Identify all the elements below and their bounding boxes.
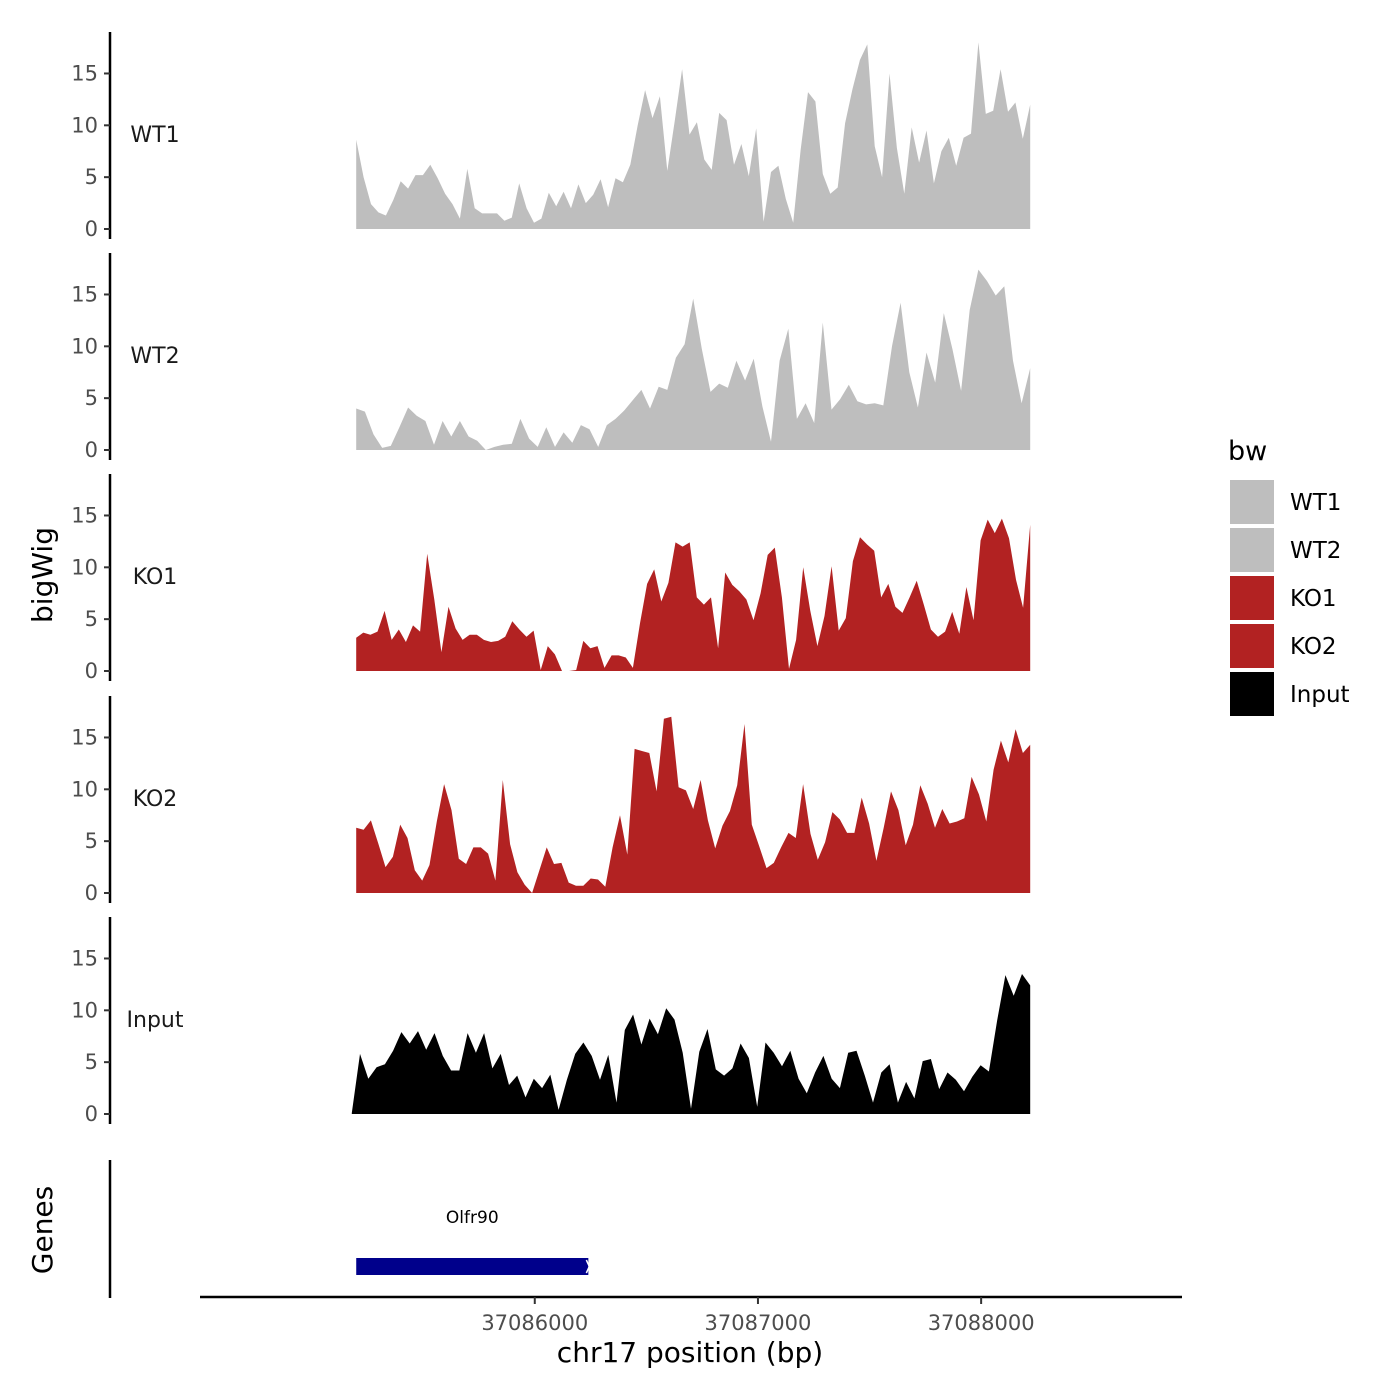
signal-area-ko1 <box>356 518 1031 671</box>
y-tick-label: 15 <box>71 61 98 85</box>
y-tick-label: 10 <box>71 777 98 801</box>
y-tick-label: 5 <box>85 1050 98 1074</box>
y-tick-label: 0 <box>85 438 98 462</box>
y-tick-label: 5 <box>85 607 98 631</box>
gene-label: Olfr90 <box>446 1208 499 1228</box>
x-tick-label: 37086000 <box>481 1311 588 1335</box>
legend-label: KO1 <box>1290 586 1337 612</box>
y-tick-label: 0 <box>85 881 98 905</box>
y-tick-label: 10 <box>71 555 98 579</box>
track-wt2: 0 5 10 15 WT2 <box>71 253 1031 462</box>
y-tick-label: 0 <box>85 1102 98 1126</box>
genes-track: Olfr90 <box>108 1160 594 1298</box>
track-ko1: 0 5 10 15 KO1 <box>71 474 1031 683</box>
track-wt1: 0 5 10 15 WT1 <box>71 32 1031 241</box>
legend-title: bw <box>1228 436 1267 467</box>
y-tick-label: 5 <box>85 165 98 189</box>
signal-area-wt2 <box>356 269 1031 450</box>
y-tick-label: 10 <box>71 113 98 137</box>
tracks-area: 0 5 10 15 WT1 0 5 10 15 WT2 0 5 10 15 KO1 0 5 10 15 KO2 0 5 10… <box>71 32 1031 1126</box>
legend-label: WT2 <box>1290 538 1341 564</box>
signal-area-input <box>351 974 1031 1114</box>
y-tick-label: 0 <box>85 659 98 683</box>
legend-swatch <box>1230 528 1274 572</box>
signal-area-ko2 <box>356 716 1031 893</box>
legend-label: WT1 <box>1290 490 1341 516</box>
x-tick-label: 37087000 <box>705 1311 812 1335</box>
gene-body <box>356 1258 589 1275</box>
legend-item-ko2: KO2 <box>1230 624 1337 668</box>
y-tick-label: 5 <box>85 386 98 410</box>
legend-swatch <box>1230 576 1274 620</box>
y-tick-label: 5 <box>85 829 98 853</box>
genes-axis-title: Genes <box>26 1186 59 1274</box>
legend-label: Input <box>1290 682 1350 708</box>
track-label: WT2 <box>130 344 179 369</box>
legend: bw WT1 WT2 KO1 KO2 Input <box>1228 436 1350 716</box>
track-label: Input <box>127 1008 184 1033</box>
legend-swatch <box>1230 480 1274 524</box>
strand-marker <box>585 1259 594 1274</box>
track-input: 0 5 10 15 Input <box>71 917 1031 1126</box>
y-tick-label: 15 <box>71 946 98 970</box>
x-axis-title: chr17 position (bp) <box>557 1336 823 1369</box>
y-tick-label: 15 <box>71 725 98 749</box>
x-tick-label: 37088000 <box>928 1311 1035 1335</box>
y-axis-title: bigWig <box>26 527 59 623</box>
legend-item-wt2: WT2 <box>1230 528 1341 572</box>
legend-item-wt1: WT1 <box>1230 480 1341 524</box>
x-axis: 37086000 37087000 37088000 <box>200 1295 1182 1335</box>
legend-item-ko1: KO1 <box>1230 576 1337 620</box>
track-ko2: 0 5 10 15 KO2 <box>71 696 1031 905</box>
signal-area-wt1 <box>356 42 1031 230</box>
track-label: WT1 <box>130 123 179 148</box>
gene-olfr90: Olfr90 <box>356 1208 594 1275</box>
legend-item-input: Input <box>1230 672 1350 716</box>
legend-swatch <box>1230 624 1274 668</box>
track-label: KO1 <box>133 565 178 590</box>
y-tick-label: 15 <box>71 503 98 527</box>
y-tick-label: 0 <box>85 217 98 241</box>
y-tick-label: 15 <box>71 282 98 306</box>
y-tick-label: 10 <box>71 998 98 1022</box>
track-label: KO2 <box>133 787 178 812</box>
legend-swatch <box>1230 672 1274 716</box>
legend-label: KO2 <box>1290 634 1337 660</box>
y-tick-label: 10 <box>71 334 98 358</box>
